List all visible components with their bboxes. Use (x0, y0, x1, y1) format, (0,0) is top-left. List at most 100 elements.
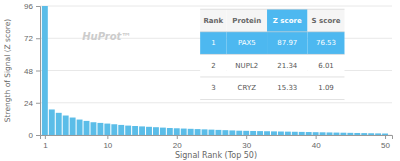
tick-label: 1 (43, 141, 48, 150)
tick-label: 50 (381, 141, 390, 150)
tick-mark (177, 135, 178, 139)
table-text: 3 (211, 84, 215, 92)
bar (313, 132, 319, 135)
bar (250, 131, 256, 135)
table-header: Z score (273, 17, 302, 25)
tick: 96 (24, 2, 40, 11)
table-text: PAX5 (238, 39, 256, 47)
bar (299, 132, 305, 135)
tick: 24 (24, 99, 40, 108)
tick: 48 (24, 67, 40, 76)
table-cell (200, 32, 226, 55)
bar (382, 134, 388, 135)
bar (56, 113, 62, 135)
bar (160, 128, 166, 135)
bar (125, 126, 131, 135)
table-cell (200, 9, 226, 32)
x-axis-title: Signal Rank (Top 50) (175, 151, 257, 160)
bar (188, 129, 194, 135)
bar (209, 130, 215, 135)
bar (195, 129, 201, 135)
bar (320, 132, 326, 135)
table-cell (227, 77, 267, 100)
table-divider (200, 9, 344, 10)
bar (49, 109, 55, 135)
tick: 0 (29, 131, 40, 140)
bar (257, 131, 263, 135)
table-text: 6.01 (318, 62, 334, 70)
bar (334, 133, 340, 135)
table-cell (227, 32, 267, 55)
tick-mark (385, 135, 386, 139)
table-cell (200, 54, 226, 77)
tick-mark (36, 103, 40, 104)
tick-mark (246, 135, 247, 139)
tick-label: 40 (312, 141, 321, 150)
axis-line (36, 7, 41, 136)
tick: 50 (381, 135, 390, 150)
axis-line (41, 136, 393, 140)
table-text: 15.33 (277, 84, 297, 92)
y-axis-title: Strength of Signal (Z score) (3, 19, 12, 122)
table-cell (267, 54, 307, 77)
table-text: 76.53 (316, 39, 336, 47)
bar (118, 125, 124, 135)
table-text: 87.97 (277, 39, 297, 47)
bar (327, 132, 333, 135)
tick-label: 72 (24, 34, 33, 43)
tick-mark (36, 38, 40, 39)
bar (70, 118, 76, 135)
watermark: HuProt™ (82, 31, 131, 42)
table-cell (267, 77, 307, 100)
grid-line (40, 102, 392, 103)
tick-label: 10 (103, 141, 112, 150)
tick: 30 (242, 135, 251, 150)
bar (111, 124, 117, 135)
table-divider (200, 99, 344, 100)
plot: 11020304050024487296HuProt™RankProteinZ … (24, 2, 392, 150)
bar (278, 132, 284, 135)
bars (42, 6, 388, 135)
bar (132, 126, 138, 135)
grid-line (40, 6, 392, 7)
bar (153, 127, 159, 135)
bar (347, 133, 353, 135)
table-cell (308, 77, 345, 100)
bar (202, 129, 208, 135)
bar (243, 131, 249, 135)
table-cell (308, 32, 345, 55)
tick-label: 48 (24, 67, 33, 76)
table-divider (200, 54, 344, 55)
table-cell (200, 77, 226, 100)
y-axis: 0 24 48 72 96 (24, 2, 40, 140)
bar (42, 6, 48, 135)
bar (264, 131, 270, 135)
table-text: CRYZ (238, 84, 257, 92)
bar (84, 121, 90, 135)
bar (340, 133, 346, 135)
bar (139, 126, 145, 135)
bar (63, 116, 69, 135)
tick-label: 30 (242, 141, 251, 150)
bar (306, 132, 312, 135)
table-text: NUPL2 (235, 62, 258, 70)
table-text: 1 (211, 39, 215, 47)
tick-mark (36, 6, 40, 7)
bar (181, 129, 187, 135)
bar (91, 122, 97, 135)
bar (354, 133, 360, 135)
bar (271, 131, 277, 135)
bar (375, 133, 381, 135)
table-text: 2 (211, 62, 215, 70)
tick-label: 96 (24, 2, 33, 11)
tick-mark (316, 135, 317, 139)
table-text: 21.34 (277, 62, 298, 70)
bar (215, 130, 221, 135)
table-cell (308, 54, 345, 77)
tick-label: 0 (29, 131, 34, 140)
bar (174, 128, 180, 135)
bar (361, 133, 367, 135)
bar (229, 130, 235, 135)
tick-label: 24 (24, 99, 33, 108)
table-divider (200, 76, 344, 77)
